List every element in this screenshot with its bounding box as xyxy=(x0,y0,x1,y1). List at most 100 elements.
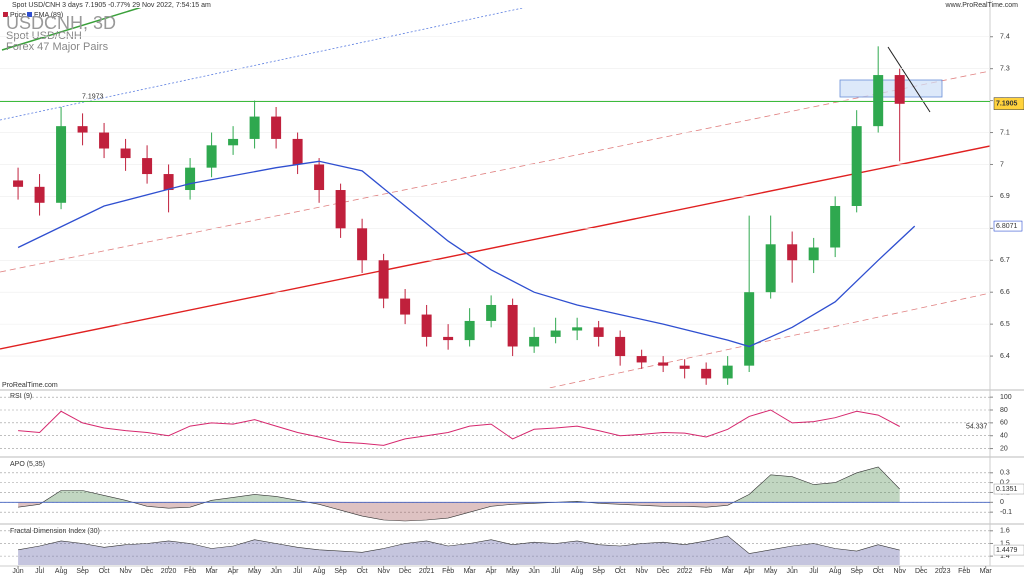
candle-body xyxy=(722,365,733,379)
candle-body xyxy=(378,260,389,299)
indicator-value-label: 54.337 xyxy=(966,423,988,430)
x-tick-label: Nov xyxy=(377,568,390,575)
panel-title: Fractal Dimension Index (30) xyxy=(10,528,100,535)
x-tick-label: Aug xyxy=(313,568,326,575)
x-tick-label: Oct xyxy=(873,568,884,575)
area-line xyxy=(18,466,900,522)
plot-area xyxy=(0,530,990,565)
candle-body xyxy=(206,145,217,168)
candle-body xyxy=(894,75,905,104)
x-tick-label: Mar xyxy=(206,568,219,575)
x-tick-label: Dec xyxy=(657,568,670,575)
candle-body xyxy=(163,174,174,191)
y-tick-label: 40 xyxy=(1000,433,1008,440)
y-tick-label: 100 xyxy=(1000,394,1012,401)
y-tick-label: 0.3 xyxy=(1000,470,1010,477)
plot-area xyxy=(0,36,990,385)
header: Spot USD/CNH 3 days 7.1905 -0.77% 29 Nov… xyxy=(12,2,211,9)
candle-body xyxy=(142,158,153,175)
symbol-name: Spot USD/CNH xyxy=(6,30,82,42)
x-tick-label: Oct xyxy=(99,568,110,575)
x-tick-label: Mar xyxy=(464,568,477,575)
x-tick-label: Jul xyxy=(35,568,44,575)
ema-line xyxy=(17,160,916,348)
x-tick-label: Apr xyxy=(744,568,756,575)
y-tick-label: 0.2 xyxy=(1000,479,1010,486)
panel-title: RSI (9) xyxy=(10,393,32,400)
candle-body xyxy=(34,186,45,203)
y-tick-label: 80 xyxy=(1000,407,1008,414)
candle-body xyxy=(658,362,669,366)
candle-body xyxy=(529,336,540,347)
x-tick-label: Jun xyxy=(528,568,539,575)
y-tick-label: 20 xyxy=(1000,445,1008,452)
x-tick-label: 2022 xyxy=(677,568,693,575)
candle-body xyxy=(249,116,260,139)
candle-body xyxy=(292,138,303,165)
price-label: 7.1905 xyxy=(996,100,1018,107)
x-tick-label: Feb xyxy=(700,568,712,575)
x-tick-label: May xyxy=(764,568,778,575)
x-tick-label: Apr xyxy=(228,568,240,575)
panel-title: APO (5,35) xyxy=(10,461,45,468)
y-tick-label: 6.9 xyxy=(1000,193,1010,200)
zone-box xyxy=(839,79,943,98)
candle-body xyxy=(443,336,454,341)
candle-body xyxy=(636,356,647,363)
site-link[interactable]: www.ProRealTime.com xyxy=(945,2,1019,9)
x-tick-label: Jun xyxy=(787,568,798,575)
x-tick-label: Sep xyxy=(592,568,605,575)
x-tick-label: Aug xyxy=(829,568,842,575)
legend-swatch xyxy=(27,12,32,17)
candle-body xyxy=(765,244,776,293)
candle-body xyxy=(421,314,432,337)
candle-body xyxy=(56,126,67,203)
y-tick-label: 0 xyxy=(1000,499,1004,506)
candle-body xyxy=(593,327,604,337)
x-tick-label: Aug xyxy=(571,568,584,575)
trendline-green xyxy=(1,8,142,51)
candle-body xyxy=(808,247,819,261)
candle-body xyxy=(486,304,497,321)
legend-ema: EMA (89) xyxy=(34,12,63,19)
x-tick-label: Nov xyxy=(119,568,132,575)
candle-body xyxy=(314,164,325,191)
candle-body xyxy=(185,167,196,191)
x-tick-label: Sep xyxy=(850,568,863,575)
channel-lower xyxy=(547,292,990,388)
value-badge xyxy=(993,220,1023,232)
y-tick-label: 1.6 xyxy=(1000,528,1010,535)
value-badge xyxy=(993,544,1024,556)
candle-body xyxy=(615,336,626,357)
legend-price: Price xyxy=(10,12,26,19)
candle-body xyxy=(679,365,690,369)
candle-body xyxy=(701,368,712,379)
x-tick-label: Jun xyxy=(270,568,281,575)
watermark: ProRealTime.com xyxy=(2,382,58,389)
x-tick-label: Sep xyxy=(334,568,347,575)
y-tick-label: -0.1 xyxy=(1000,509,1012,516)
y-tick-label: 6.6 xyxy=(1000,289,1010,296)
x-tick-label: Jul xyxy=(809,568,818,575)
x-tick-label: Dec xyxy=(915,568,928,575)
x-tick-label: Feb xyxy=(958,568,970,575)
candle-body xyxy=(77,126,88,133)
x-tick-label: Mar xyxy=(722,568,735,575)
candle-body xyxy=(507,304,518,347)
area-fill-positive xyxy=(18,535,900,565)
x-tick-label: Feb xyxy=(184,568,196,575)
x-tick-label: Aug xyxy=(55,568,68,575)
y-tick-label: 6.5 xyxy=(1000,321,1010,328)
candle-body xyxy=(99,132,110,149)
area-fill-positive xyxy=(18,466,900,503)
y-tick-label: 1.5 xyxy=(1000,540,1010,547)
candle-body xyxy=(873,75,884,127)
area-line xyxy=(18,535,900,554)
x-tick-label: Feb xyxy=(442,568,454,575)
y-tick-label: 7.3 xyxy=(1000,66,1010,73)
x-tick-label: 2020 xyxy=(161,568,177,575)
y-tick-label: 6.7 xyxy=(1000,257,1010,264)
trendline-dotted xyxy=(0,8,525,121)
candle-body xyxy=(228,138,239,146)
